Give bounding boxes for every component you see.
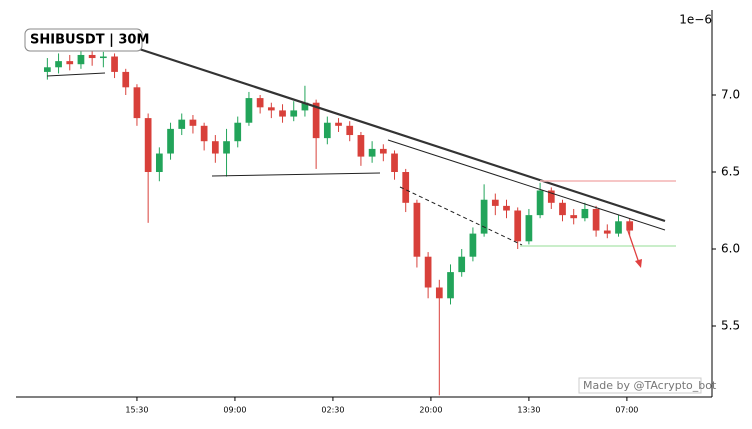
projection-arrow	[626, 227, 640, 264]
candle-body	[368, 148, 376, 157]
y-tick-label: 5.5	[721, 319, 740, 333]
chart-title: SHIBUSDT | 30M	[30, 33, 149, 48]
candle-body	[424, 256, 432, 288]
x-tick-label: 15:30	[125, 406, 148, 415]
candle-body	[256, 98, 264, 108]
candle-body	[189, 119, 197, 126]
candle-body	[592, 208, 600, 231]
candle-body	[391, 153, 398, 173]
candle-body	[413, 202, 421, 257]
candle-body	[43, 67, 51, 72]
candle-body	[200, 125, 208, 142]
candle-body	[469, 233, 477, 257]
resistance-line	[129, 44, 666, 223]
candle-body	[503, 205, 510, 211]
x-tick-label: 07:00	[615, 406, 638, 415]
x-tick-label: 13:30	[517, 406, 540, 415]
candle-body	[559, 202, 566, 216]
arrow-head	[635, 259, 642, 268]
candle-body	[290, 110, 298, 117]
candle-body	[77, 54, 85, 65]
candle-body	[178, 119, 186, 129]
candle-body	[223, 141, 230, 154]
x-tick-label: 02:30	[321, 406, 344, 415]
candle-body	[547, 190, 555, 203]
support-line	[46, 72, 106, 77]
candle-body	[525, 215, 533, 242]
candle-body	[111, 56, 118, 72]
candle-body	[458, 256, 466, 273]
candle-body	[279, 110, 286, 117]
candle-body	[626, 221, 634, 231]
support-line	[211, 172, 381, 177]
candle-body	[245, 98, 253, 123]
y-tick-label: 6.0	[721, 242, 740, 256]
candle-body	[267, 107, 275, 111]
candle-body	[234, 122, 242, 142]
candle-body	[133, 87, 141, 119]
candle-body	[491, 199, 499, 206]
candle-body	[301, 102, 309, 111]
channel-line	[387, 139, 666, 231]
dashed-line	[399, 186, 523, 246]
x-tick-label: 09:00	[223, 406, 246, 415]
trend-lines	[46, 44, 676, 268]
candle-body	[323, 122, 331, 139]
candle-body	[435, 287, 443, 299]
x-tick-label: 20:00	[419, 406, 442, 415]
candle-body	[167, 128, 174, 154]
offset-label: 1e−6	[679, 13, 712, 27]
candle-body	[312, 102, 320, 139]
candle-body	[570, 215, 578, 219]
candle-body	[55, 61, 62, 68]
candle-body	[66, 61, 74, 65]
y-tick-label: 6.5	[721, 165, 740, 179]
candle-body	[88, 54, 96, 59]
title-box	[24, 28, 143, 52]
candle-body	[514, 210, 522, 242]
candle-body	[536, 190, 544, 216]
candle-body	[379, 148, 387, 154]
candle-body	[603, 230, 611, 234]
candle-body	[346, 125, 354, 136]
candle-body	[144, 118, 152, 173]
watermark: Made by @TAcrypto_bot	[583, 379, 717, 392]
candle-body	[402, 172, 410, 203]
candle-body	[335, 122, 342, 126]
watermark-box	[578, 377, 702, 394]
candle-body	[357, 135, 365, 157]
candle-body	[155, 153, 163, 173]
candle-body	[211, 141, 219, 154]
y-tick-label: 7.0	[721, 88, 740, 102]
candle-body	[447, 272, 454, 299]
candle-body	[615, 221, 622, 234]
candle-body	[99, 56, 107, 59]
candle-body	[480, 199, 488, 234]
candle-body	[581, 208, 589, 219]
candle-body	[122, 71, 130, 88]
